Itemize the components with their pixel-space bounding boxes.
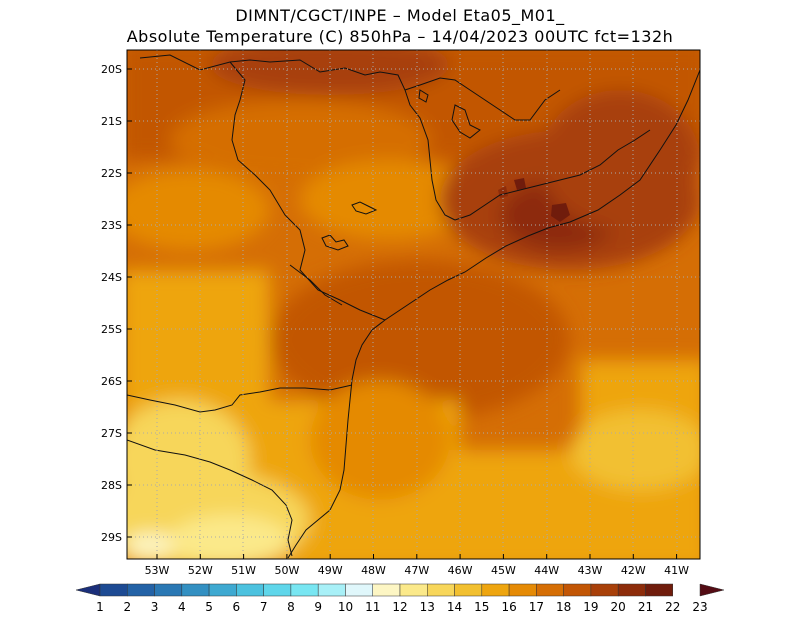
lat-tick-label: 26S xyxy=(101,375,122,388)
lon-tick-label: 48W xyxy=(361,564,386,577)
lon-tick-label: 49W xyxy=(318,564,343,577)
colorbar-segment xyxy=(590,583,619,597)
lat-tick-label: 20S xyxy=(101,63,122,76)
coastline-borders xyxy=(127,54,700,559)
colorbar-segment xyxy=(563,583,592,597)
colorbar-label: 14 xyxy=(447,600,462,614)
colorbar-label: 17 xyxy=(529,600,544,614)
lat-tick-label: 29S xyxy=(101,531,122,544)
colorbar-label: 18 xyxy=(556,600,571,614)
lat-tick-label: 23S xyxy=(101,219,122,232)
map-title-line2: Absolute Temperature (C) 850hPa – 14/04/… xyxy=(126,27,674,46)
colorbar-segment xyxy=(372,583,401,597)
lon-tick-label: 44W xyxy=(534,564,559,577)
lon-tick-label: 52W xyxy=(188,564,213,577)
colorbar-label: 22 xyxy=(665,600,680,614)
lat-tick-label: 22S xyxy=(101,167,122,180)
colorbar-label: 3 xyxy=(151,600,159,614)
lon-tick-label: 47W xyxy=(404,564,429,577)
lat-tick-label: 24S xyxy=(101,271,122,284)
longitude-axis: 53W 52W 51W 50W 49W 48W 47W 46W 45W 44W 43W 42W 41W xyxy=(145,554,689,577)
colorbar-label: 12 xyxy=(392,600,407,614)
lon-tick-label: 46W xyxy=(448,564,473,577)
colorbar-segment xyxy=(127,583,155,597)
colorbar-segment xyxy=(345,583,373,597)
colorbar-label: 19 xyxy=(583,600,598,614)
colorbar-segment xyxy=(99,583,128,597)
colorbar-segment xyxy=(481,583,510,597)
colorbar-label: 21 xyxy=(638,600,653,614)
latitude-axis: 20S 21S 22S 23S 24S 25S 26S 27S 28S 29S xyxy=(101,63,132,544)
colorbar-label: 4 xyxy=(178,600,186,614)
colorbar-segment xyxy=(208,583,237,597)
colorbar-label: 23 xyxy=(692,600,707,614)
colorbar-label: 8 xyxy=(287,600,295,614)
lon-tick-label: 45W xyxy=(491,564,516,577)
lat-tick-label: 21S xyxy=(101,115,122,128)
colorbar-segment xyxy=(154,583,183,597)
colorbar-label: 5 xyxy=(205,600,213,614)
colorbar-segment xyxy=(290,583,319,597)
colorbar-segment xyxy=(508,583,537,597)
colorbar-label: 15 xyxy=(474,600,489,614)
colorbar-label: 11 xyxy=(365,600,380,614)
map-frame xyxy=(126,49,701,560)
colorbar-arrow-low xyxy=(75,583,101,597)
colorbar-label: 13 xyxy=(420,600,435,614)
lat-lon-grid xyxy=(127,50,700,559)
colorbar-segment xyxy=(536,583,564,597)
colorbar-segment xyxy=(645,583,673,597)
lon-tick-label: 53W xyxy=(145,564,170,577)
colorbar-label: 10 xyxy=(338,600,353,614)
lat-tick-label: 27S xyxy=(101,427,122,440)
colorbar-segment xyxy=(454,583,483,597)
colorbar-label: 2 xyxy=(123,600,131,614)
colorbar-label: 6 xyxy=(233,600,241,614)
colorbar-segment xyxy=(317,583,346,597)
colorbar-label: 9 xyxy=(314,600,322,614)
lon-tick-label: 42W xyxy=(621,564,646,577)
lon-tick-label: 43W xyxy=(578,564,603,577)
lat-tick-label: 25S xyxy=(101,323,122,336)
lon-tick-label: 41W xyxy=(664,564,689,577)
lon-tick-label: 51W xyxy=(231,564,256,577)
lat-tick-label: 28S xyxy=(101,479,122,492)
colorbar-label: 7 xyxy=(260,600,268,614)
colorbar: 1 2 3 4 5 6 7 8 9 10 11 12 13 14 15 16 17 18 19 20 21 22 23 xyxy=(75,583,725,614)
colorbar-arrow-high xyxy=(699,583,725,597)
colorbar-segment xyxy=(236,583,264,597)
lon-tick-label: 50W xyxy=(274,564,299,577)
colorbar-label: 20 xyxy=(611,600,626,614)
colorbar-segment xyxy=(263,583,292,597)
colorbar-label: 1 xyxy=(96,600,104,614)
map-title-line1: DIMNT/CGCT/INPE – Model Eta05_M01_ xyxy=(235,6,565,25)
colorbar-segment xyxy=(617,583,646,597)
temperature-field xyxy=(127,50,700,559)
colorbar-label: 16 xyxy=(501,600,516,614)
colorbar-segment xyxy=(181,583,210,597)
colorbar-segment xyxy=(427,583,455,597)
colorbar-segment xyxy=(399,583,428,597)
